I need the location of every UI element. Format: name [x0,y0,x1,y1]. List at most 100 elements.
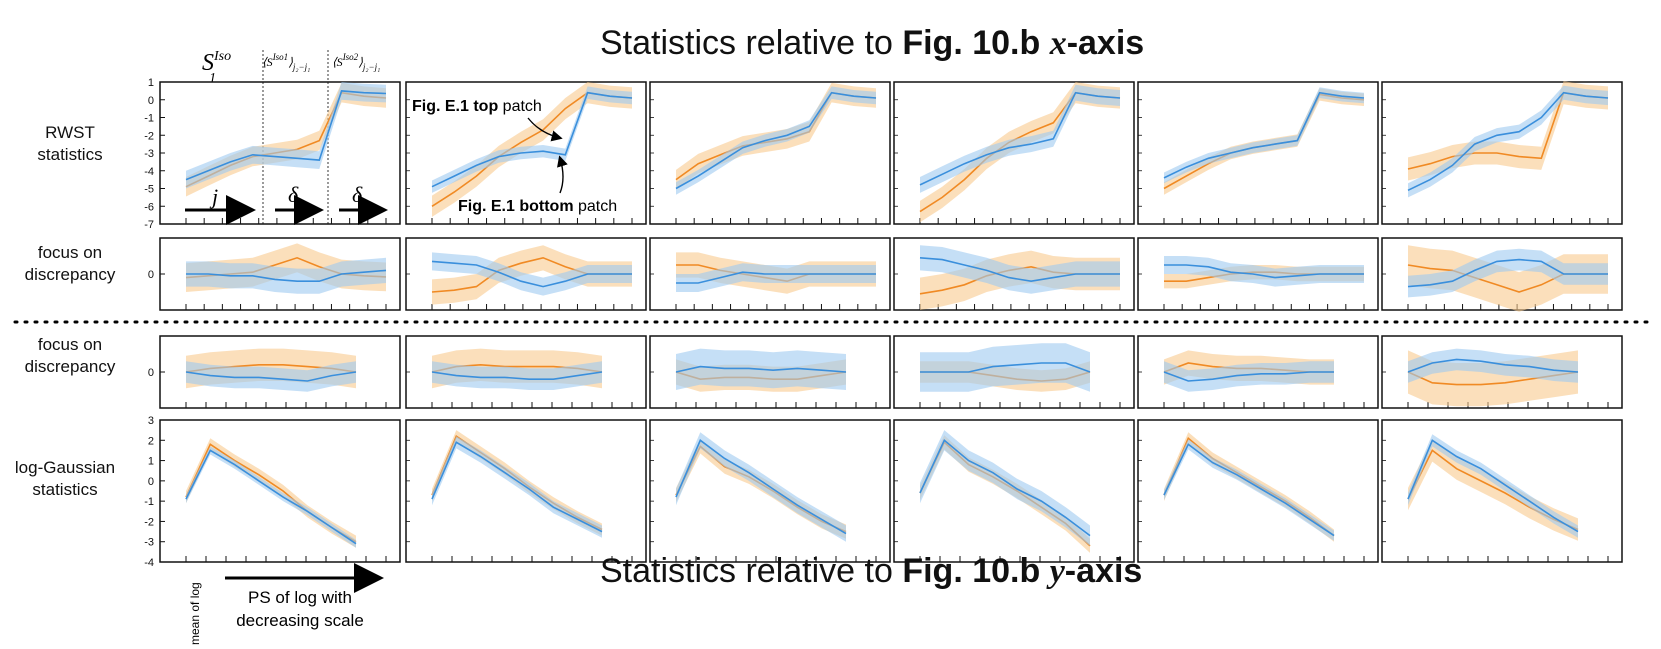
panel-3-0: 3 2 1 0 -1 -2 -3 -4 [144,415,401,569]
bottom-title-suffix: -axis [1064,552,1143,590]
panel-3-3 [893,419,1135,563]
panel-0-3 [893,81,1135,225]
series-blue-band [1408,248,1608,298]
y-tick-label: 1 [148,456,154,468]
panel-3-5 [1381,419,1623,563]
panel-frame [1137,419,1379,563]
panel-2-3 [893,335,1135,409]
series-blue-line [919,257,1120,283]
series-blue-band [676,263,876,292]
panel-1-0: 0 [148,237,401,311]
series-blue-line [919,91,1121,186]
y-tick-label: -2 [144,516,154,528]
top-title-prefix: Statistics relative to [600,24,903,62]
series-blue-band [920,430,1090,546]
series-blue-line [1407,91,1609,192]
series-orange-band [432,245,632,305]
series-blue-line [1163,443,1335,537]
series-blue-line [1407,358,1579,373]
series-blue-line [1407,258,1608,288]
series-blue-line [431,371,603,380]
series-blue-band [1164,361,1334,392]
panel-frame [1381,419,1623,563]
y-tick-label: -3 [144,537,154,549]
series-blue-band [1164,439,1334,541]
y-tick-label: -6 [144,201,154,213]
y-tick-label: 2 [148,435,154,447]
series-blue-line [675,439,847,535]
bottom-title-prefix: Statistics relative to [600,552,903,590]
series-blue-line [185,449,357,545]
row-label-rwst-line2: statistics [37,145,103,164]
panel-0-2 [649,81,891,225]
panel-0-4 [1137,81,1379,225]
panel-1-5 [1381,237,1623,312]
panels-group: 1 0 -1 -2 -3 -4 -5 -6 -7 0 0 3 2 1 0 -1 -2 -3 -4 [144,77,1623,569]
annotation-bottom-pointer [557,155,568,194]
series-blue-band [920,343,1090,392]
panel-1-2 [649,237,891,311]
annotation-top-pointer [527,117,563,142]
series-blue-line [431,91,633,188]
panel-frame [649,419,891,563]
row-label-focus-bottom-line2: discrepancy [24,357,116,376]
header-s2-iso2-label: ⟨SIso2⟩j₂−j₁ [332,52,380,72]
series-blue-line [186,269,387,282]
y-tick-label: 0 [148,367,154,379]
series-blue-line [1163,91,1365,179]
row-label-focus-top: focus on discrepancy [5,242,135,286]
annotation-top-patch: Fig. E.1 top patch [412,98,542,115]
series-blue-band [676,432,846,542]
series-blue-band [1408,348,1578,383]
series-blue-band [186,82,386,189]
row-label-focus-bottom-line1: focus on [37,335,103,354]
ps-label-line2: decreasing scale [236,611,364,630]
y-tick-label: -4 [144,166,154,178]
series-blue-band [1408,434,1578,538]
panel-frame [893,419,1135,563]
series-blue-band [432,436,602,538]
annotation-top-rest: patch [498,98,542,115]
series-blue-line [676,271,876,284]
row-label-focus-top-line1: focus on [37,243,103,262]
row-label-loggauss-line1: log-Gaussian [14,458,116,477]
series-blue-band [432,86,632,193]
panel-2-2 [649,335,891,409]
bottom-title-bold: Fig. 10.b [902,552,1050,590]
row-label-rwst: RWST statistics [5,122,135,166]
y-tick-label: 3 [148,415,154,427]
series-orange-band [920,435,1090,553]
header-s2-iso1-label: ⟨SIso1⟩j₂−j₁ [262,52,310,72]
series-blue-band [1164,87,1364,184]
series-blue-line [431,441,603,533]
annotation-bottom-rest: patch [574,198,618,215]
series-orange-line [919,440,1091,547]
series-blue-band [186,257,386,294]
panel-2-5 [1381,335,1623,409]
series-blue-line [1163,371,1334,382]
panel-0-1 [405,81,647,225]
series-orange-band [186,438,356,548]
y-tick-label: 0 [148,269,154,281]
series-blue-line [431,260,632,288]
panel-frame [405,419,647,563]
mean-of-log-label: mean of log [188,582,202,645]
series-blue-line [919,439,1091,537]
series-blue-band [920,84,1120,193]
panel-3-2 [649,419,891,563]
series-blue-line [920,362,1091,373]
panel-1-1 [405,237,647,311]
ps-label-line1: PS of log with [248,588,352,607]
arrow-delta-2-label: δ [352,182,363,207]
panel-3-1 [405,419,647,563]
panel-3-4 [1137,419,1379,563]
series-blue-line [675,91,877,190]
annotation-top-bold: Fig. E.1 top [412,98,498,115]
y-tick-label: -1 [144,496,154,508]
panel-1-3 [893,237,1135,311]
y-tick-label: -7 [144,219,154,231]
series-blue-line [1407,439,1579,533]
panel-0-0: 1 0 -1 -2 -3 -4 -5 -6 -7 [144,77,401,231]
row-label-focus-bottom: focus on discrepancy [5,334,135,378]
